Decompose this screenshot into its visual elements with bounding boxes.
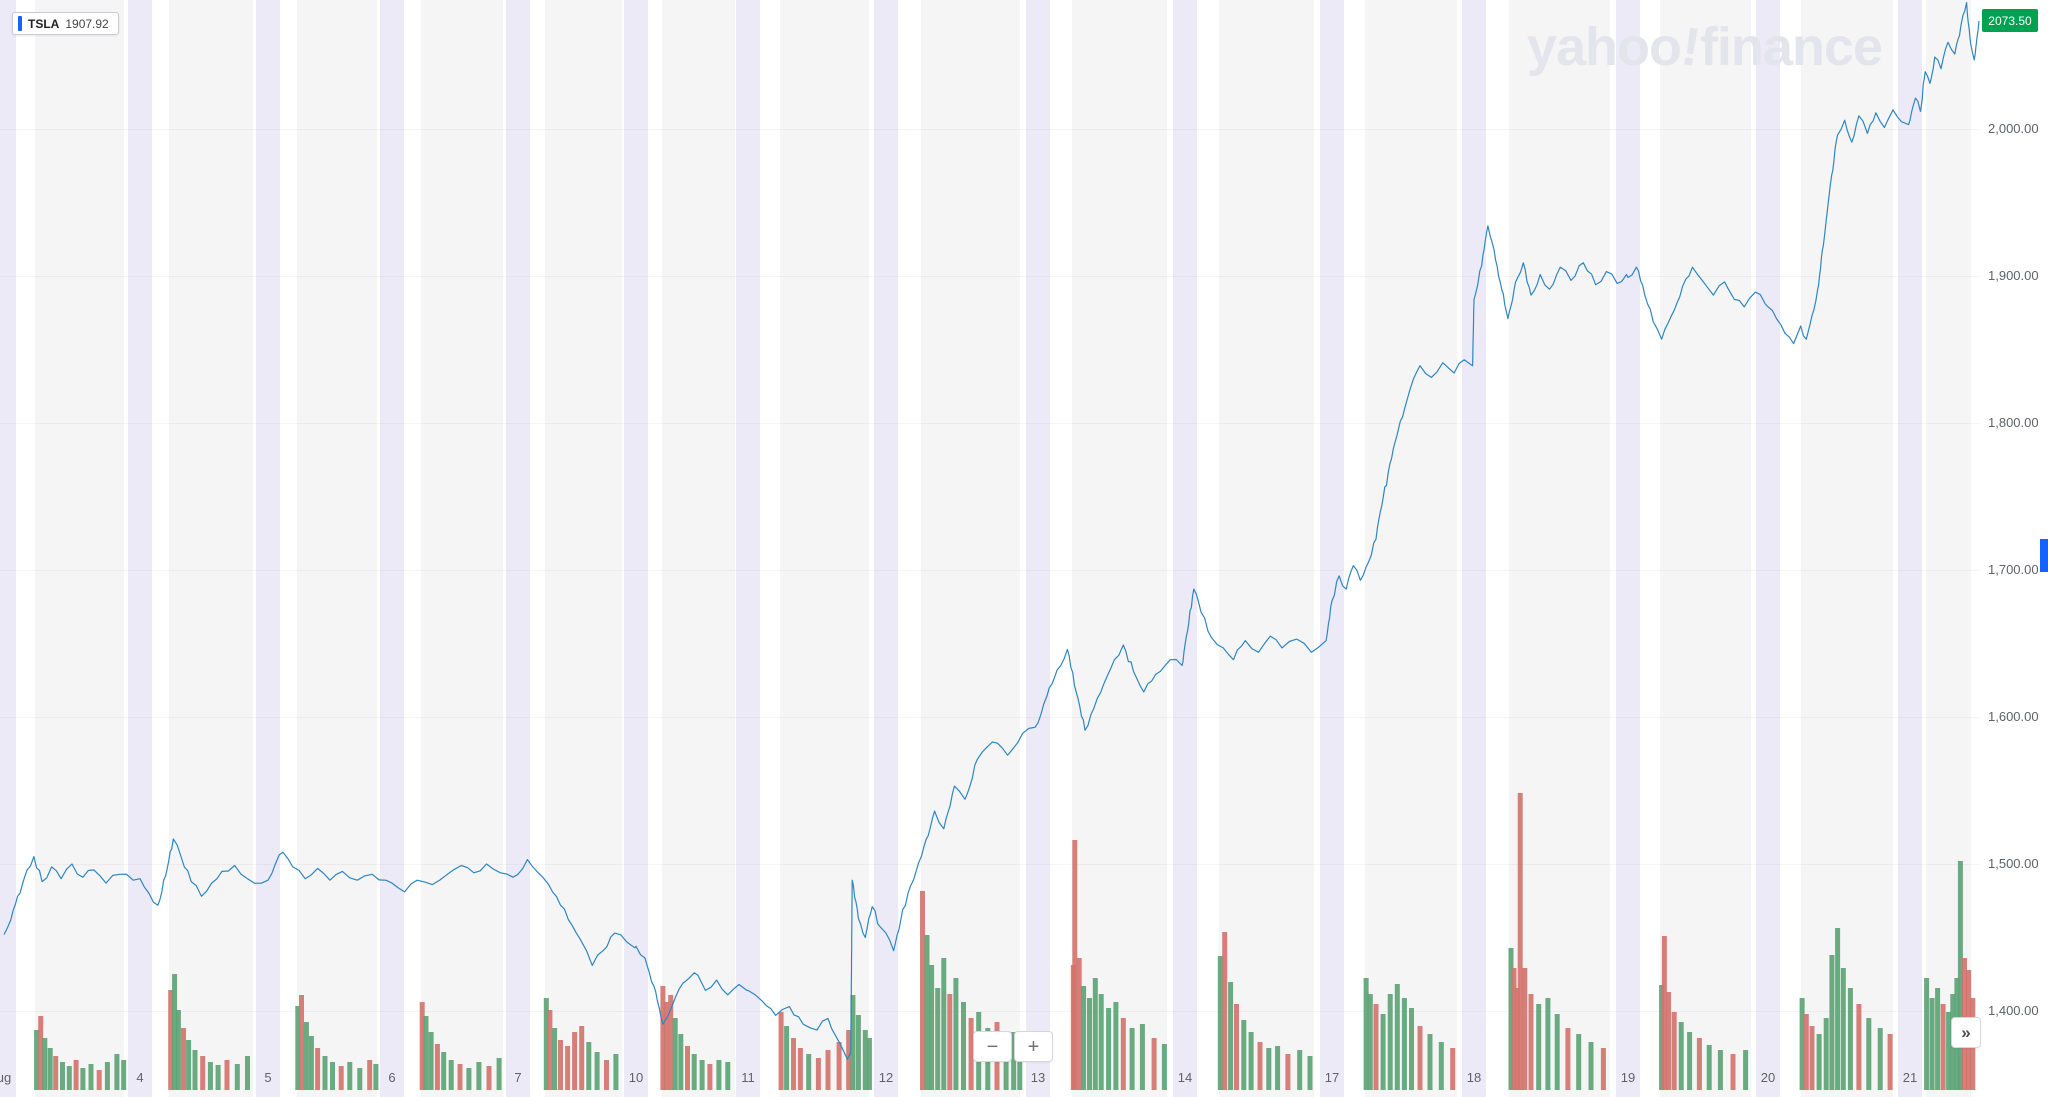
regular-session-band [1218,0,1315,1097]
x-axis-label: 21 [1902,1070,1918,1085]
off-hours-band [624,0,648,1097]
legend-accent-bar [18,16,22,31]
off-hours-band [736,0,760,1097]
gridline [0,864,1979,865]
symbol-value: 1907.92 [65,16,109,31]
price-line [3,2,1980,1061]
axis-scroll-marker[interactable] [2040,539,2048,572]
regular-session-band [1509,0,1610,1097]
x-axis-label: 6 [388,1070,396,1085]
gridline [0,1011,1979,1012]
zoom-out-button[interactable]: − [973,1031,1012,1062]
regular-session-band [35,0,124,1097]
x-axis-label: 5 [264,1070,272,1085]
regular-session-band [545,0,622,1097]
x-axis-label: 7 [514,1070,522,1085]
gridline [0,423,1979,424]
y-axis-label: 1,600.00 [1988,709,2039,724]
regular-session-band [1800,0,1893,1097]
zoom-in-button[interactable]: + [1014,1031,1053,1062]
symbol-label: TSLA [28,16,60,31]
y-axis-label: 1,700.00 [1988,562,2039,577]
yahoo-finance-watermark: yahoo!finance [1526,16,1883,78]
volume-bars [34,793,1976,1090]
y-axis-label: 1,400.00 [1988,1003,2039,1018]
gridline [0,717,1979,718]
off-hours-band [1756,0,1780,1097]
gridline [0,570,1979,571]
x-axis-label: 4 [136,1070,144,1085]
off-hours-band [380,0,404,1097]
off-hours-band [1320,0,1344,1097]
gridline [0,129,1979,130]
regular-session-band [779,0,870,1097]
expand-button[interactable]: » [1951,1017,1981,1048]
regular-session-band [1925,0,1971,1097]
x-axis-label: 11 [741,1070,755,1085]
regular-session-band [420,0,503,1097]
x-axis-label: ug [0,1070,12,1085]
off-hours-band [1026,0,1050,1097]
off-hours-band [1616,0,1640,1097]
off-hours-band [874,0,898,1097]
off-hours-band [256,0,280,1097]
y-axis-label: 1,500.00 [1988,856,2039,871]
x-axis-label: 17 [1324,1070,1340,1085]
regular-session-band [296,0,378,1097]
y-axis-label: 1,800.00 [1988,415,2039,430]
off-hours-band [1898,0,1922,1097]
regular-session-band [920,0,1020,1097]
off-hours-band [506,0,530,1097]
x-axis-label: 13 [1030,1070,1046,1085]
gridline [0,276,1979,277]
off-hours-band [128,0,152,1097]
x-axis-label: 18 [1466,1070,1482,1085]
off-hours-band [0,0,16,1097]
regular-session-band [1364,0,1457,1097]
x-axis-label: 20 [1760,1070,1776,1085]
regular-session-band [1071,0,1168,1097]
regular-session-band [661,0,735,1097]
zoom-controls: − + [973,1031,1053,1062]
x-axis-label: 19 [1620,1070,1636,1085]
regular-session-band [169,0,253,1097]
x-axis-label: 14 [1177,1070,1193,1085]
watermark-yahoo: yahoo [1526,17,1682,77]
watermark-finance: finance [1699,17,1883,77]
x-axis-label: 12 [878,1070,894,1085]
x-axis-label: 10 [628,1070,644,1085]
off-hours-band [1462,0,1486,1097]
off-hours-band [1173,0,1197,1097]
symbol-legend-badge: TSLA 1907.92 [12,12,119,35]
y-axis-label: 1,900.00 [1988,268,2039,283]
regular-session-band [1660,0,1752,1097]
last-price-badge: 2073.50 [1982,9,2038,32]
y-axis-label: 2,000.00 [1988,121,2039,136]
